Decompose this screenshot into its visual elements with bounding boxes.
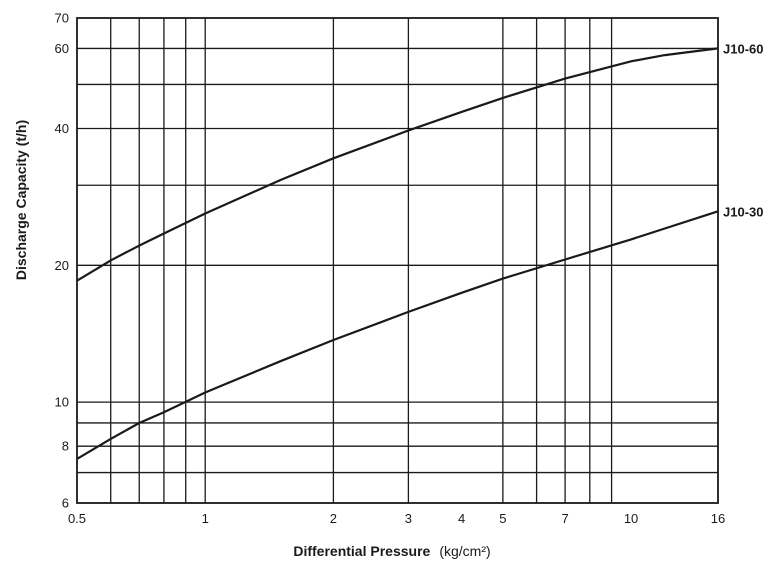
y-tick-label: 10: [55, 395, 69, 410]
x-tick-label: 5: [499, 511, 506, 526]
x-tick-label: 10: [624, 511, 638, 526]
y-axis-label: Discharge Capacity (t/h): [13, 120, 29, 280]
x-axis-label: Differential Pressure (kg/cm²): [293, 543, 490, 560]
y-tick-label: 8: [62, 439, 69, 454]
y-tick-label: 70: [55, 11, 69, 26]
series-label-j10-60: J10-60: [723, 41, 763, 56]
y-tick-label: 40: [55, 121, 69, 136]
plot-frame: [76, 17, 719, 504]
x-tick-label: 4: [458, 511, 465, 526]
series-line-j10-60: [76, 47, 719, 282]
y-tick-label: 6: [62, 496, 69, 511]
x-axis-label-title: Differential Pressure: [293, 543, 430, 559]
series-line-j10-30: [76, 210, 719, 460]
x-tick-label: 16: [711, 511, 725, 526]
series-label-j10-30: J10-30: [723, 204, 763, 219]
x-tick-label: 7: [561, 511, 568, 526]
x-tick-label: 1: [202, 511, 209, 526]
x-axis-label-unit: (kg/cm²): [439, 543, 490, 559]
series-lines: [76, 47, 719, 460]
series-labels: J10-60 J10-30: [723, 41, 763, 219]
x-tick-label: 0.5: [68, 511, 86, 526]
y-tick-label: 60: [55, 41, 69, 56]
x-tick-label: 3: [405, 511, 412, 526]
tick-labels: 0.5 1 2 3 4 5 7 10 16 6 8 10 20 40 60 70: [55, 11, 726, 527]
x-tick-label: 2: [330, 511, 337, 526]
y-tick-label: 20: [55, 258, 69, 273]
grid-lines: [77, 18, 718, 503]
